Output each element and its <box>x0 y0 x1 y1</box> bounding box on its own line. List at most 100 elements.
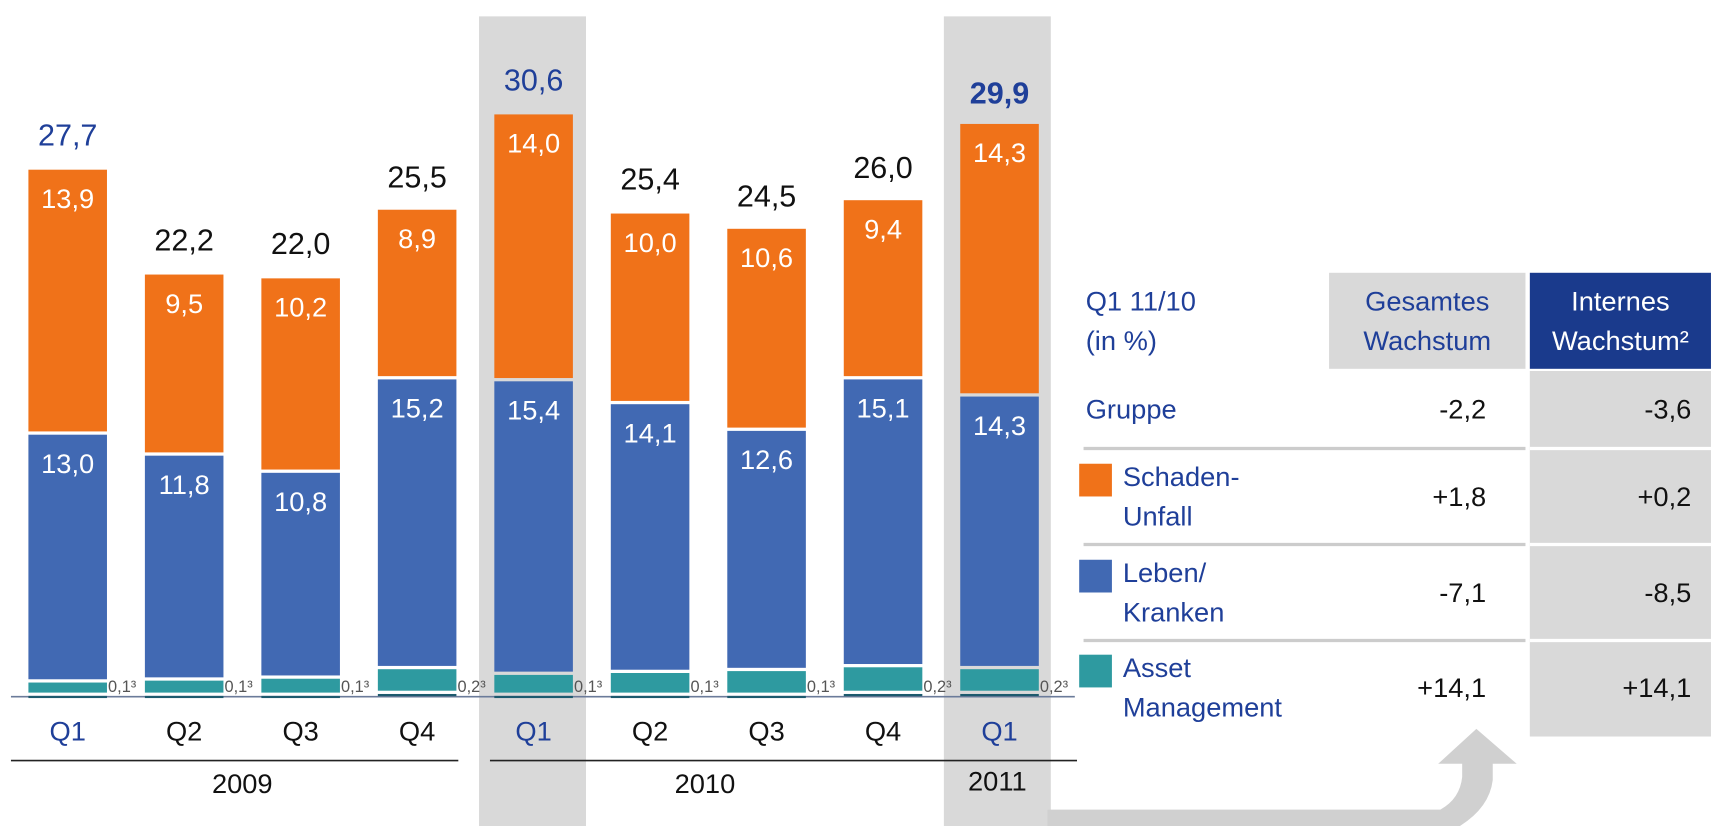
data-label: 15,1 <box>857 393 910 424</box>
bar-segment <box>261 678 340 693</box>
legend-swatch <box>1079 463 1112 497</box>
bar-segment <box>727 671 806 693</box>
bar-segment <box>960 396 1039 666</box>
group-label: 2009 <box>212 768 273 799</box>
data-label: 14,3 <box>973 137 1026 168</box>
x-tick-label: Q1 <box>50 715 86 746</box>
table-cell: -3,6 <box>1644 394 1691 425</box>
data-label: 15,4 <box>507 395 560 426</box>
legend-swatch <box>1079 559 1112 593</box>
bar-segment <box>261 472 340 676</box>
data-label: 13,9 <box>41 183 94 214</box>
data-label: 15,2 <box>391 393 444 424</box>
bar-segment <box>261 278 340 470</box>
data-label: 10,6 <box>740 242 793 273</box>
total-label: 25,4 <box>620 162 679 196</box>
bar-segment <box>28 695 107 699</box>
x-tick-label: Q1 <box>515 715 551 746</box>
data-label: 10,2 <box>274 292 327 323</box>
data-label: 12,6 <box>740 444 793 475</box>
total-label: 25,5 <box>387 161 446 195</box>
total-label: 30,6 <box>504 63 563 97</box>
bar-segment <box>144 680 224 693</box>
bar-segment <box>727 695 806 699</box>
bar-segment <box>261 695 340 699</box>
table-cell: +0,2 <box>1637 481 1691 512</box>
bar-segment <box>377 693 457 697</box>
data-label: 9,4 <box>864 213 902 244</box>
data-label: 14,0 <box>507 128 560 159</box>
total-label: 27,7 <box>38 119 97 153</box>
table-cell: -8,5 <box>1644 577 1691 608</box>
table-cell: -7,1 <box>1439 577 1486 608</box>
data-label: 8,9 <box>398 223 436 254</box>
data-label: 0,1³ <box>807 678 836 696</box>
table-cell: -2,2 <box>1439 394 1486 425</box>
legend-label: Schaden-Unfall <box>1123 461 1240 532</box>
row-label: Gruppe <box>1086 394 1177 425</box>
x-tick-label: Q2 <box>632 715 668 746</box>
x-tick-label: Q3 <box>282 715 318 746</box>
bar-segment <box>610 695 690 699</box>
data-label: 0,2³ <box>1040 678 1069 696</box>
table-cell: +14,1 <box>1417 672 1486 703</box>
group-label: 2010 <box>675 768 736 799</box>
x-tick-label: Q1 <box>981 715 1017 746</box>
legend-swatch <box>1079 654 1112 688</box>
total-label: 29,9 <box>970 77 1029 111</box>
data-label: 0,2³ <box>458 678 487 696</box>
header-cell <box>1329 272 1526 369</box>
table-cell: +14,1 <box>1622 672 1691 703</box>
bar-segment <box>843 693 923 697</box>
data-label: 14,1 <box>624 417 677 448</box>
data-label: 13,0 <box>41 448 94 479</box>
total-label: 24,5 <box>737 180 796 214</box>
bar-segment <box>28 169 107 432</box>
bar-segment <box>144 695 224 699</box>
bar-segment <box>144 455 224 678</box>
bar-segment <box>843 667 923 691</box>
data-label: 0,1³ <box>690 678 719 696</box>
table-title: Q1 11/10 (in %) <box>1086 286 1196 357</box>
data-label: 0,1³ <box>341 678 370 696</box>
bar-segment <box>727 228 806 428</box>
bar-segment <box>960 693 1039 697</box>
bar-segment <box>494 695 573 699</box>
data-label: 10,8 <box>274 486 327 517</box>
header-cell <box>1529 272 1711 369</box>
table-cell: +1,8 <box>1432 481 1486 512</box>
bar-segment <box>960 123 1039 394</box>
bar-segment <box>377 379 457 666</box>
data-label: 10,0 <box>624 227 677 258</box>
total-label: 22,2 <box>154 223 213 257</box>
data-label: 0,1³ <box>225 678 254 696</box>
bar-segment <box>377 669 457 691</box>
total-label: 26,0 <box>853 151 912 185</box>
bar-segment <box>28 434 107 680</box>
bar-segment <box>28 682 107 693</box>
data-label: 9,5 <box>165 288 203 319</box>
x-tick-label: Q2 <box>166 715 202 746</box>
column-header: Gesamtes Wachstum <box>1363 286 1491 357</box>
data-label: 0,1³ <box>574 678 603 696</box>
data-label: 0,2³ <box>923 678 952 696</box>
x-tick-label: Q3 <box>748 715 784 746</box>
legend-label: Leben/Kranken <box>1123 557 1225 628</box>
bar-segment <box>610 673 690 693</box>
x-tick-label: Q4 <box>399 715 435 746</box>
bar-segment <box>610 213 690 401</box>
data-label: 14,3 <box>973 410 1026 441</box>
bar-segment <box>960 669 1039 691</box>
data-label: 0,1³ <box>108 678 137 696</box>
legend-label: Asset Management <box>1123 652 1283 723</box>
bar-segment <box>494 114 573 379</box>
x-tick-label: Q4 <box>865 715 901 746</box>
bar-segment <box>144 274 224 453</box>
group-label: 2011 <box>968 766 1027 797</box>
bar-segment <box>494 674 573 693</box>
bar-segment <box>377 209 457 377</box>
bar-segment <box>843 379 923 665</box>
column-background <box>1529 370 1711 737</box>
